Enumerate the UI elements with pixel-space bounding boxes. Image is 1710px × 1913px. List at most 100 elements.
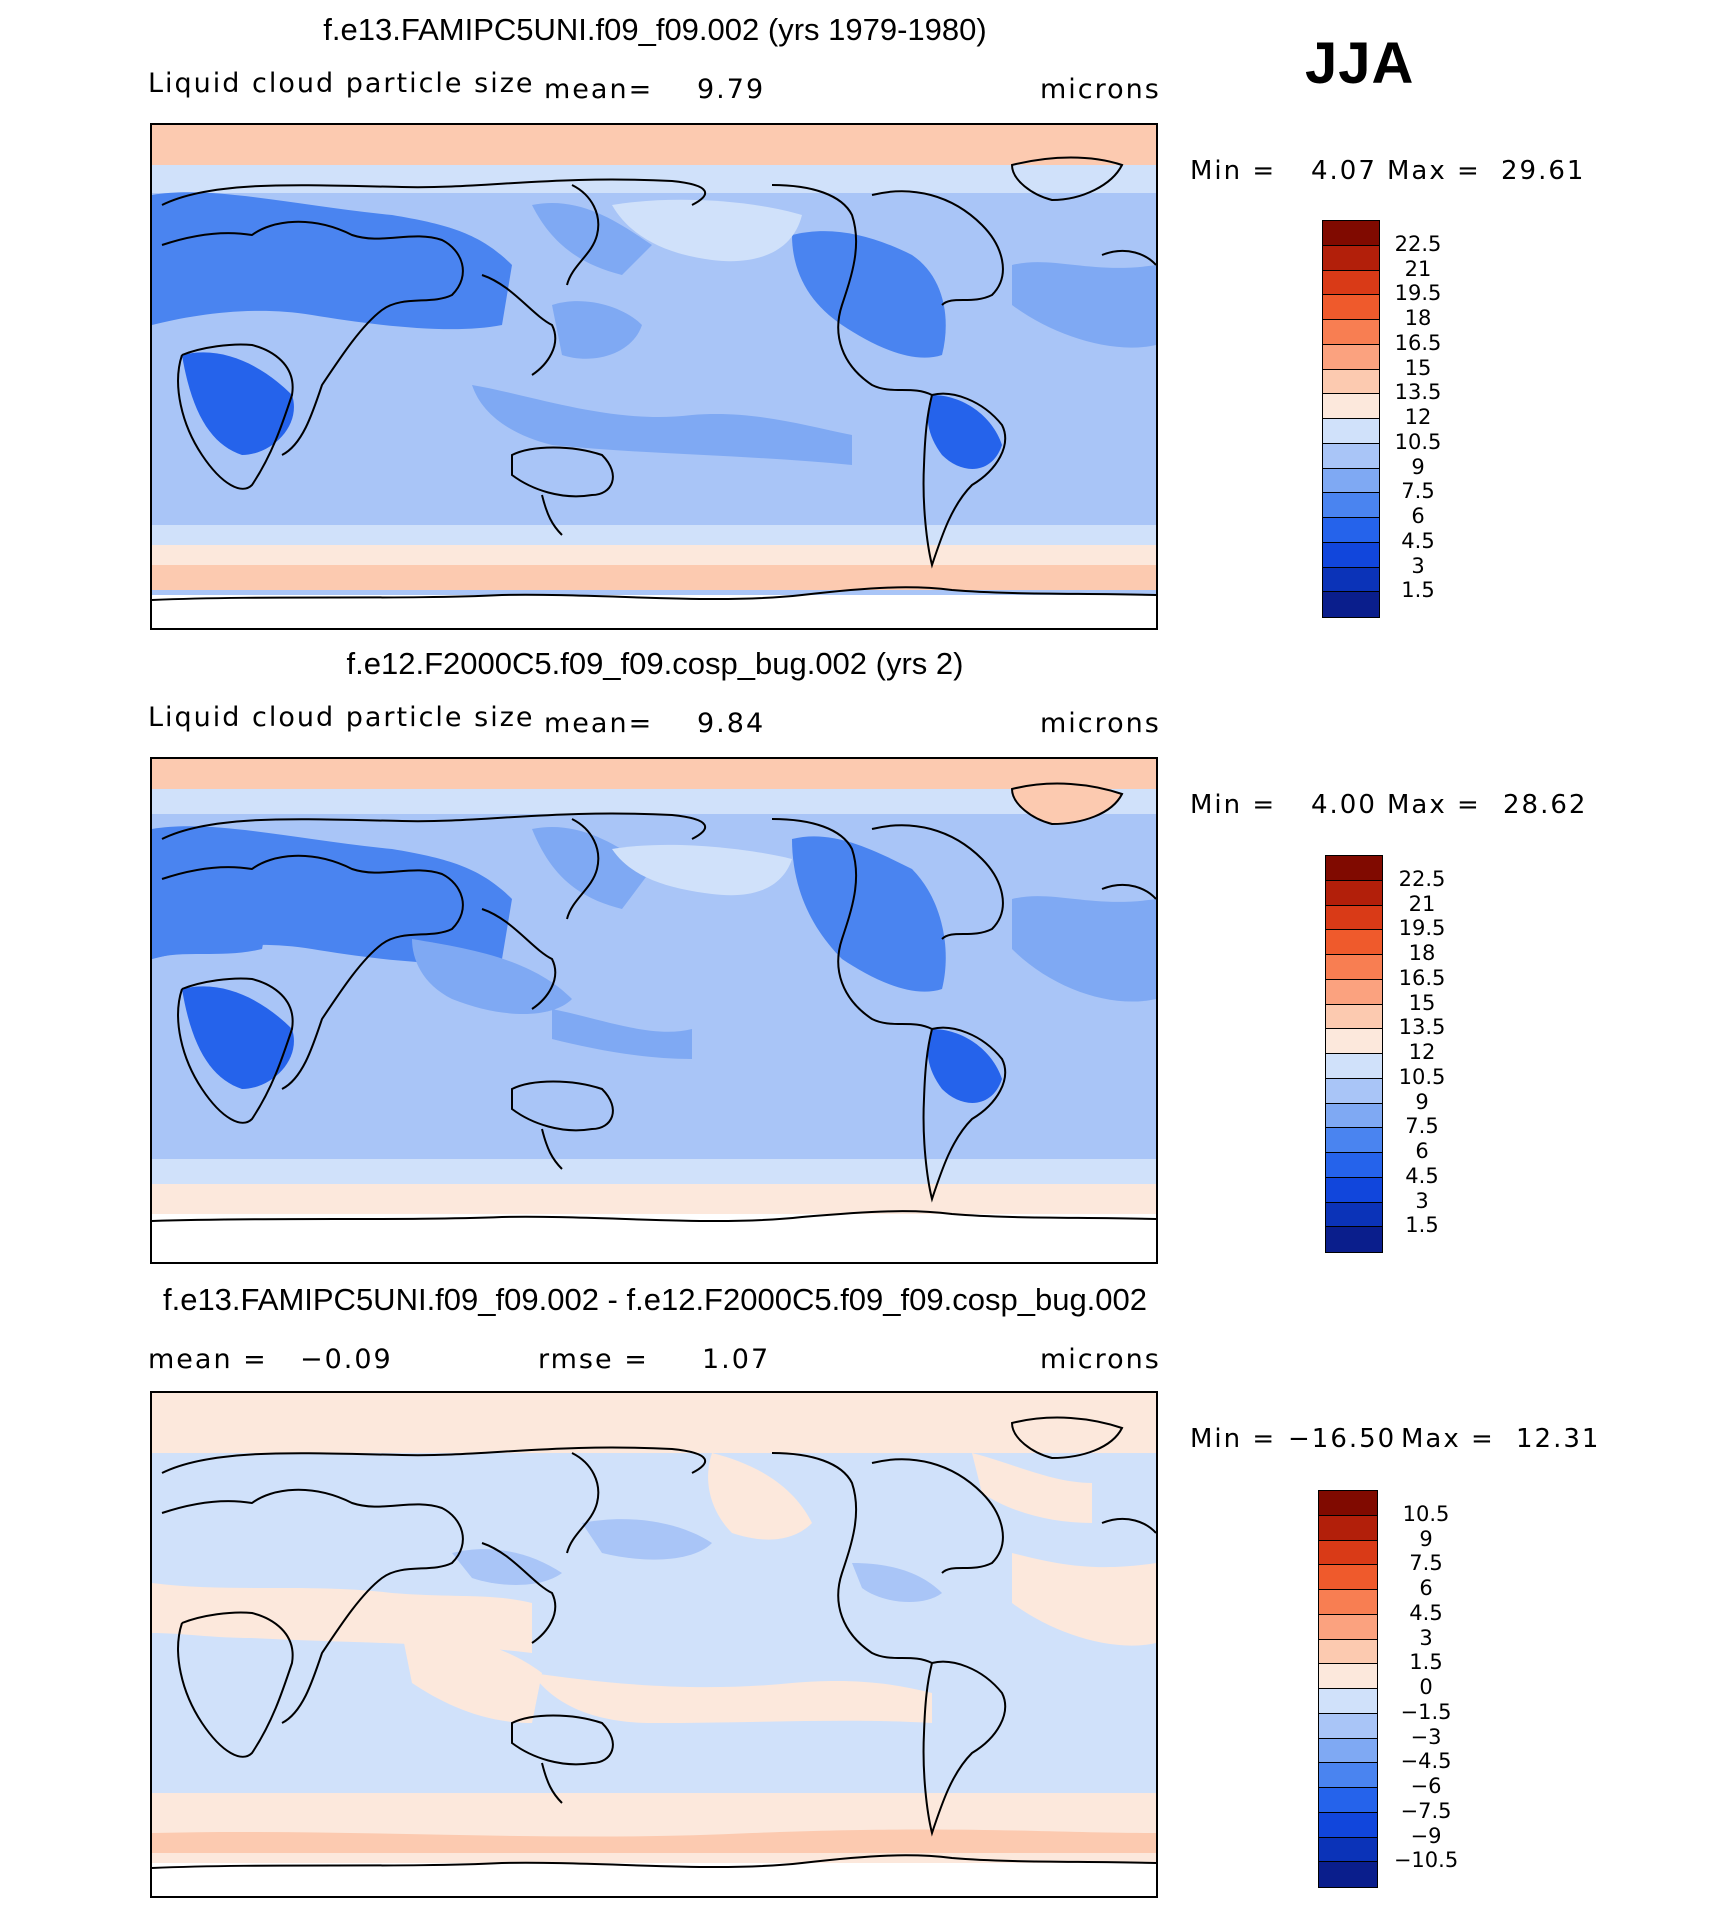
colorbar-tick-label: 3 xyxy=(1415,1188,1429,1213)
colorbar-tick-label: 13.5 xyxy=(1398,1015,1446,1040)
colorbar-swatch xyxy=(1326,1227,1382,1252)
colorbar-tick-label: 18 xyxy=(1404,306,1432,330)
colorbar-swatch xyxy=(1326,955,1382,980)
panel-2-max-value: 28.62 xyxy=(1503,790,1588,820)
colorbar-swatch xyxy=(1326,930,1382,955)
panel-3-mean-value: −0.09 xyxy=(300,1344,393,1375)
colorbar-swatch xyxy=(1323,518,1379,543)
colorbar-tick-label: 7.5 xyxy=(1409,1551,1443,1576)
panel-2-title: f.e12.F2000C5.f09_f09.cosp_bug.002 (yrs … xyxy=(346,646,964,681)
colorbar-swatch xyxy=(1319,1515,1377,1541)
colorbar-tick-label: 3 xyxy=(1411,553,1425,578)
colorbar-tick-label: 1.5 xyxy=(1409,1650,1443,1675)
colorbar-swatch xyxy=(1326,1004,1382,1030)
colorbar-swatch xyxy=(1326,1153,1382,1178)
colorbar-swatch xyxy=(1323,295,1379,320)
colorbar-tick-label: 21 xyxy=(1404,256,1432,281)
colorbar-swatch xyxy=(1319,1639,1377,1665)
colorbar-tick-label: −6 xyxy=(1410,1774,1442,1798)
colorbar-swatch xyxy=(1326,1202,1382,1228)
colorbar-swatch xyxy=(1326,1103,1382,1129)
colorbar-swatch xyxy=(1323,567,1379,593)
colorbar-swatch xyxy=(1323,419,1379,444)
panel-1-colorbar xyxy=(1322,220,1380,618)
colorbar-swatch xyxy=(1323,344,1379,370)
colorbar-swatch xyxy=(1323,394,1379,419)
panel-2-map xyxy=(150,757,1158,1264)
panel-1-max-label: Max = xyxy=(1387,156,1481,186)
panel-3-max-label: Max = xyxy=(1401,1424,1495,1454)
colorbar-swatch xyxy=(1319,1614,1377,1640)
panel-1-max-value: 29.61 xyxy=(1501,156,1586,186)
panel-1-title: f.e13.FAMIPC5UNI.f09_f09.002 (yrs 1979-1… xyxy=(323,12,987,47)
colorbar-tick-label: 19.5 xyxy=(1394,281,1442,306)
panel-3-mean-label: mean = xyxy=(148,1344,268,1375)
colorbar-tick-label: 13.5 xyxy=(1394,380,1442,405)
colorbar-tick-label: 10.5 xyxy=(1398,1064,1446,1089)
colorbar-tick-label: 19.5 xyxy=(1398,916,1446,941)
colorbar-tick-label: 4.5 xyxy=(1409,1600,1443,1625)
panel-3-map xyxy=(150,1391,1158,1898)
colorbar-swatch xyxy=(1323,493,1379,518)
panel-1-min-value: 4.07 xyxy=(1311,156,1377,186)
colorbar-tick-label: −10.5 xyxy=(1393,1848,1459,1873)
colorbar-swatch xyxy=(1323,320,1379,345)
colorbar-tick-label: 21 xyxy=(1408,891,1436,916)
colorbar-swatch xyxy=(1323,443,1379,469)
colorbar-tick-label: 18 xyxy=(1408,941,1436,965)
colorbar-swatch xyxy=(1326,880,1382,906)
panel-2-variable: Liquid cloud particle size xyxy=(148,702,535,733)
panel-1-min-label: Min = xyxy=(1190,156,1277,186)
colorbar-swatch xyxy=(1319,1565,1377,1590)
colorbar-tick-label: 0 xyxy=(1419,1675,1433,1699)
colorbar-tick-label: 12 xyxy=(1408,1040,1436,1064)
colorbar-swatch xyxy=(1319,1491,1377,1516)
colorbar-tick-label: 15 xyxy=(1404,355,1432,380)
panel-2-min-value: 4.00 xyxy=(1311,790,1377,820)
colorbar-swatch xyxy=(1323,369,1379,395)
colorbar-tick-label: 1.5 xyxy=(1405,1213,1439,1238)
panel-2-mean-label: mean= xyxy=(544,708,654,739)
colorbar-tick-label: 10.5 xyxy=(1394,429,1442,454)
colorbar-swatch xyxy=(1319,1713,1377,1739)
colorbar-tick-label: 6 xyxy=(1419,1576,1433,1600)
colorbar-tick-label: −9 xyxy=(1410,1823,1442,1848)
panel-3-colorbar-boxes xyxy=(1319,1491,1377,1887)
colorbar-swatch xyxy=(1323,542,1379,568)
panel-3-max-value: 12.31 xyxy=(1516,1424,1601,1454)
colorbar-swatch xyxy=(1319,1763,1377,1788)
colorbar-tick-label: 22.5 xyxy=(1398,866,1446,891)
colorbar-swatch xyxy=(1319,1837,1377,1863)
colorbar-tick-label: 4.5 xyxy=(1401,528,1435,553)
colorbar-swatch xyxy=(1326,979,1382,1005)
colorbar-tick-label: 10.5 xyxy=(1402,1501,1450,1526)
colorbar-swatch xyxy=(1319,1738,1377,1764)
colorbar-tick-label: 15 xyxy=(1408,990,1436,1015)
season-label: JJA xyxy=(1305,31,1415,96)
colorbar-swatch xyxy=(1326,856,1382,881)
panel-3-title: f.e13.FAMIPC5UNI.f09_f09.002 - f.e12.F20… xyxy=(162,1282,1148,1317)
colorbar-tick-label: 4.5 xyxy=(1405,1163,1439,1188)
colorbar-tick-label: −3 xyxy=(1410,1724,1442,1749)
colorbar-swatch xyxy=(1323,270,1379,296)
panel-1-units: microns xyxy=(1040,74,1161,105)
panel-2-colorbar-boxes xyxy=(1326,856,1382,1252)
colorbar-swatch xyxy=(1323,592,1379,617)
colorbar-swatch xyxy=(1319,1689,1377,1714)
colorbar-tick-label: −4.5 xyxy=(1400,1749,1452,1774)
colorbar-tick-label: 16.5 xyxy=(1398,965,1446,990)
colorbar-tick-label: 6 xyxy=(1415,1139,1429,1163)
colorbar-tick-label: 12 xyxy=(1404,405,1432,429)
colorbar-swatch xyxy=(1323,221,1379,246)
panel-3-min-label: Min = xyxy=(1190,1424,1277,1454)
colorbar-swatch xyxy=(1319,1664,1377,1689)
panel-3-units: microns xyxy=(1040,1344,1161,1375)
panel-1-map xyxy=(150,123,1158,630)
colorbar-swatch xyxy=(1319,1788,1377,1813)
panel-1-mean-label: mean= xyxy=(544,74,654,105)
panel-2-max-label: Max = xyxy=(1387,790,1481,820)
colorbar-swatch xyxy=(1326,1054,1382,1079)
colorbar-swatch xyxy=(1319,1540,1377,1566)
colorbar-swatch xyxy=(1323,468,1379,494)
panel-1-variable: Liquid cloud particle size xyxy=(148,68,535,99)
